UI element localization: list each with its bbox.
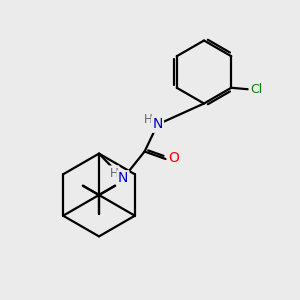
- Text: H: H: [144, 112, 153, 126]
- Text: Cl: Cl: [250, 83, 262, 96]
- Text: O: O: [168, 151, 179, 164]
- Text: N: N: [152, 118, 163, 131]
- Text: H: H: [110, 167, 118, 180]
- Text: N: N: [118, 172, 128, 185]
